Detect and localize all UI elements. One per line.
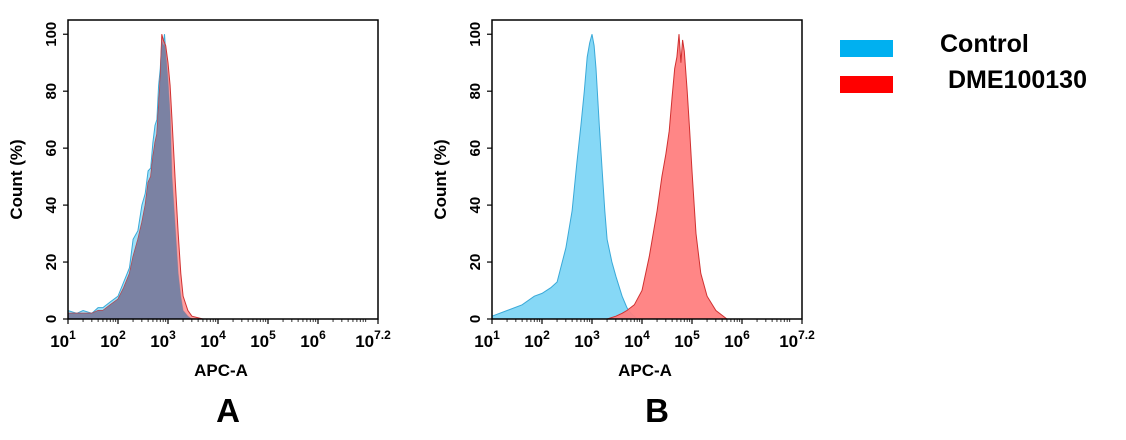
legend-label-control: Control [940,30,1029,58]
x-tick-label-b: 101 [474,328,500,351]
panel-label-b: B [645,392,669,429]
x-tick-label-b: 106 [724,328,750,351]
legend-item-control: Control [840,30,1120,60]
series-area-b-dme100130 [606,34,729,320]
x-tick-label-b: 102 [524,328,550,351]
legend: Control DME100130 [840,30,1120,110]
x-tick-label-a: 104 [200,328,226,351]
x-axis-label-a: APC-A [194,361,248,380]
panel-label-a: A [216,392,240,429]
x-tick-label-a: 105 [250,328,276,351]
y-tick-label-b: 20 [467,254,484,271]
y-axis-label-b: Count (%) [431,139,450,219]
y-tick-label-a: 20 [43,254,60,271]
y-tick-label-a: 80 [43,83,60,100]
y-tick-label-a: 40 [43,197,60,214]
x-tick-label-b: 103 [574,328,600,351]
x-axis-label-b: APC-A [618,361,672,380]
y-axis-label-a: Count (%) [7,139,26,219]
y-tick-label-a: 60 [43,140,60,157]
x-tick-label-a: 107.2 [355,328,391,351]
y-tick-label-a: 100 [43,22,60,47]
series-area-b-control [491,34,642,320]
x-tick-label-b: 104 [624,328,650,351]
legend-swatch-control [840,40,893,57]
legend-item-dme100130: DME100130 [840,66,1120,96]
x-tick-label-a: 103 [150,328,176,351]
y-tick-label-b: 100 [467,22,484,47]
legend-swatch-dme100130 [840,76,893,93]
plot-frame-a [67,19,379,320]
panel-b: 0 20 40 60 80 100 101 102 103 104 105 106 107.2 APC-A… [431,19,815,380]
overlap-area-a [68,39,203,320]
x-tick-label-a: 102 [100,328,126,351]
y-tick-label-b: 60 [467,140,484,157]
x-tick-label-b: 107.2 [779,328,815,351]
panel-a: 0 20 40 60 80 100 101 102 103 104 105 106 107.2 APC-A… [7,19,391,380]
x-tick-label-a: 101 [50,328,76,351]
y-tick-label-b: 80 [467,83,484,100]
plot-frame-b [491,19,803,320]
y-tick-label-b: 0 [467,315,484,323]
x-tick-label-b: 105 [674,328,700,351]
y-tick-label-a: 0 [43,315,60,323]
y-tick-label-b: 40 [467,197,484,214]
legend-label-dme100130: DME100130 [948,66,1087,94]
x-tick-label-a: 106 [300,328,326,351]
